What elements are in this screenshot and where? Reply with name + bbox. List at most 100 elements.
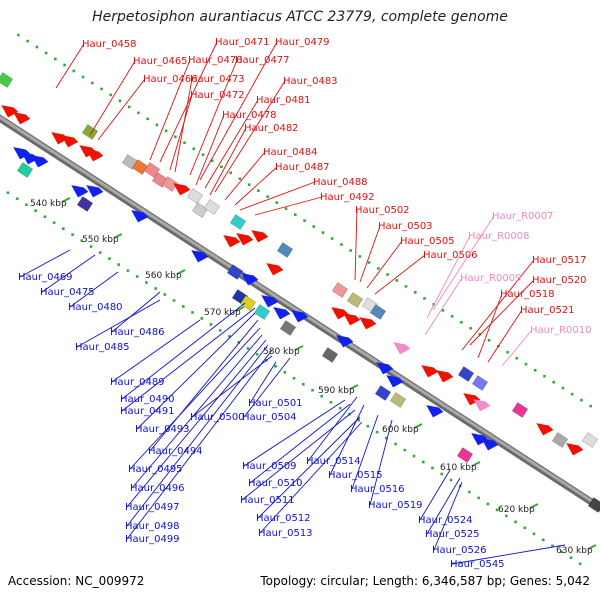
inner-track bbox=[6, 191, 582, 566]
track-dot bbox=[228, 335, 231, 338]
forward-gene-label: Haur_0502 bbox=[355, 205, 410, 216]
ruler-label: 600 kbp bbox=[382, 425, 419, 435]
gene-box bbox=[239, 295, 257, 311]
track-dot bbox=[403, 448, 407, 452]
reverse-gene-label-leader bbox=[19, 249, 71, 278]
track-dot bbox=[127, 105, 131, 109]
forward-gene-label: Haur_0505 bbox=[400, 236, 455, 247]
ruler-tick bbox=[113, 233, 123, 239]
reverse-gene-label: Haur_0513 bbox=[258, 528, 313, 539]
track-dot bbox=[247, 183, 251, 186]
gene-box bbox=[471, 375, 489, 391]
track-dot bbox=[80, 239, 84, 242]
track-dot bbox=[118, 99, 122, 103]
gene-arrow bbox=[223, 235, 241, 248]
forward-gene-label-leader bbox=[354, 209, 358, 281]
reverse-gene-label: Haur_0496 bbox=[130, 483, 185, 494]
gene-arrow bbox=[421, 365, 439, 378]
track-dot bbox=[487, 338, 491, 342]
track-dot bbox=[560, 550, 563, 554]
track-dot bbox=[423, 297, 426, 300]
track-dot bbox=[117, 263, 120, 266]
track-dot bbox=[183, 141, 186, 145]
gene-box bbox=[331, 282, 349, 298]
track-dot bbox=[52, 221, 56, 224]
ruler-label: 590 kbp bbox=[318, 386, 355, 396]
track-dot bbox=[477, 496, 480, 500]
forward-gene-label-leader bbox=[199, 41, 278, 181]
track-dot bbox=[570, 392, 574, 396]
reverse-gene-label: Haur_0475 bbox=[40, 287, 95, 298]
forward-gene-label-leader bbox=[169, 94, 193, 171]
reverse-gene-label: Haur_0500 bbox=[190, 412, 245, 423]
forward-gene-label: Haur_0477 bbox=[235, 55, 290, 66]
track-dot bbox=[303, 219, 306, 222]
reverse-gene-label-leader bbox=[131, 334, 263, 489]
ruler-label: 570 kbp bbox=[204, 308, 241, 318]
forward-gene-label-leader bbox=[159, 41, 218, 163]
track-dot bbox=[71, 233, 74, 236]
ruler-label: 610 kbp bbox=[440, 463, 477, 473]
track-dot bbox=[100, 87, 103, 91]
reverse-gene-label-leader bbox=[243, 399, 346, 467]
track-dot bbox=[229, 171, 232, 175]
forward-gene-label: Haur_0521 bbox=[520, 305, 575, 316]
reverse-gene-label: Haur_0485 bbox=[75, 342, 130, 353]
track-dot bbox=[440, 472, 444, 476]
reverse-gene-label-leader bbox=[241, 409, 356, 501]
track-dot bbox=[72, 69, 76, 73]
ruler-label: 580 kbp bbox=[263, 347, 300, 357]
track-dot bbox=[146, 117, 149, 121]
track-dot bbox=[495, 508, 499, 512]
track-dot bbox=[578, 562, 582, 566]
forward-gene-label: Haur_0479 bbox=[275, 37, 330, 48]
ruler-tick bbox=[61, 197, 71, 203]
reverse-gene-label-leader bbox=[126, 339, 267, 508]
track-dot bbox=[468, 490, 471, 494]
track-dot bbox=[589, 404, 592, 408]
track-dot bbox=[506, 350, 509, 354]
track-dot bbox=[301, 382, 305, 386]
reverse-gene-label-leader bbox=[149, 319, 259, 452]
reverse-gene-label-leader bbox=[451, 544, 566, 565]
gene-arrow bbox=[359, 317, 377, 330]
reverse-gene-label: Haur_0511 bbox=[240, 495, 295, 506]
gene-box bbox=[581, 432, 599, 448]
gene-arrow bbox=[1, 105, 19, 118]
track-dot bbox=[412, 454, 416, 458]
track-dot bbox=[15, 197, 19, 201]
track-dot bbox=[523, 526, 527, 530]
gene-arrow bbox=[536, 423, 554, 436]
reverse-gene-label: Haur_0509 bbox=[242, 461, 297, 472]
reverse-gene-label-leader bbox=[426, 477, 461, 535]
reverse-gene-label: Haur_0498 bbox=[125, 521, 180, 532]
track-dot bbox=[366, 424, 370, 428]
gene-arrow bbox=[376, 362, 394, 375]
track-dot bbox=[561, 386, 565, 390]
track-dot bbox=[532, 532, 536, 536]
track-dot bbox=[238, 177, 242, 181]
track-dot bbox=[172, 299, 176, 302]
reverse-gene-label: Haur_0491 bbox=[120, 406, 175, 417]
track-dot bbox=[320, 394, 324, 398]
track-dot bbox=[413, 291, 417, 294]
track-dot bbox=[109, 93, 113, 97]
forward-gene-label-leader bbox=[97, 78, 146, 141]
gene-arrow bbox=[13, 112, 31, 125]
reverse-gene-label-leader bbox=[76, 299, 161, 348]
reverse-gene-label-leader bbox=[249, 403, 351, 484]
track-dot bbox=[543, 374, 546, 378]
gene-box bbox=[389, 392, 407, 408]
gene-arrow bbox=[21, 152, 39, 165]
gene-arrow bbox=[291, 310, 309, 323]
track-dot bbox=[431, 466, 434, 470]
reverse-gene-label: Haur_0497 bbox=[125, 502, 180, 513]
track-dot bbox=[312, 225, 316, 228]
track-dot bbox=[44, 51, 48, 55]
track-dot bbox=[145, 281, 148, 284]
reverse-gene-label-leader bbox=[111, 319, 201, 383]
rna-gene-label-leader bbox=[432, 215, 495, 311]
forward-gene-label-leader bbox=[374, 254, 426, 295]
gene-box bbox=[276, 242, 294, 258]
